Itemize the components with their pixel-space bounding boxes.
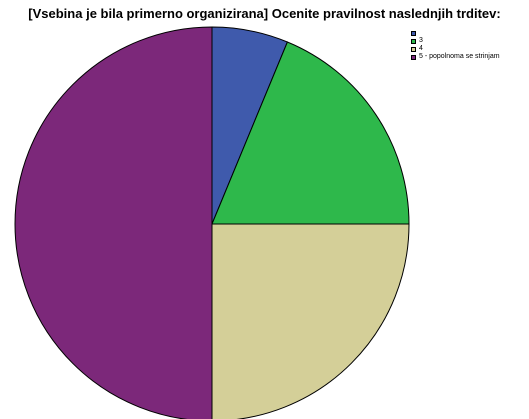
legend-item-4: 5 - popolnoma se strinjam [411,53,500,61]
legend-item-2: 3 [411,37,500,45]
pie-slice-3 [211,223,410,419]
legend-item-1 [411,29,500,37]
legend-label: 3 [419,37,423,44]
legend-label: 5 - popolnoma se strinjam [419,53,500,60]
legend-item-3: 4 [411,45,500,53]
legend-swatch [411,46,416,52]
legend-swatch [411,30,416,36]
pie-slice-4 [14,26,213,419]
chart-title: [Vsebina je bila primerno organizirana] … [28,6,501,21]
legend-label: 4 [419,45,423,52]
pie-slice-2 [211,41,410,225]
pie-slices [14,26,410,419]
legend-swatch [411,54,416,60]
legend-swatch [411,38,416,44]
